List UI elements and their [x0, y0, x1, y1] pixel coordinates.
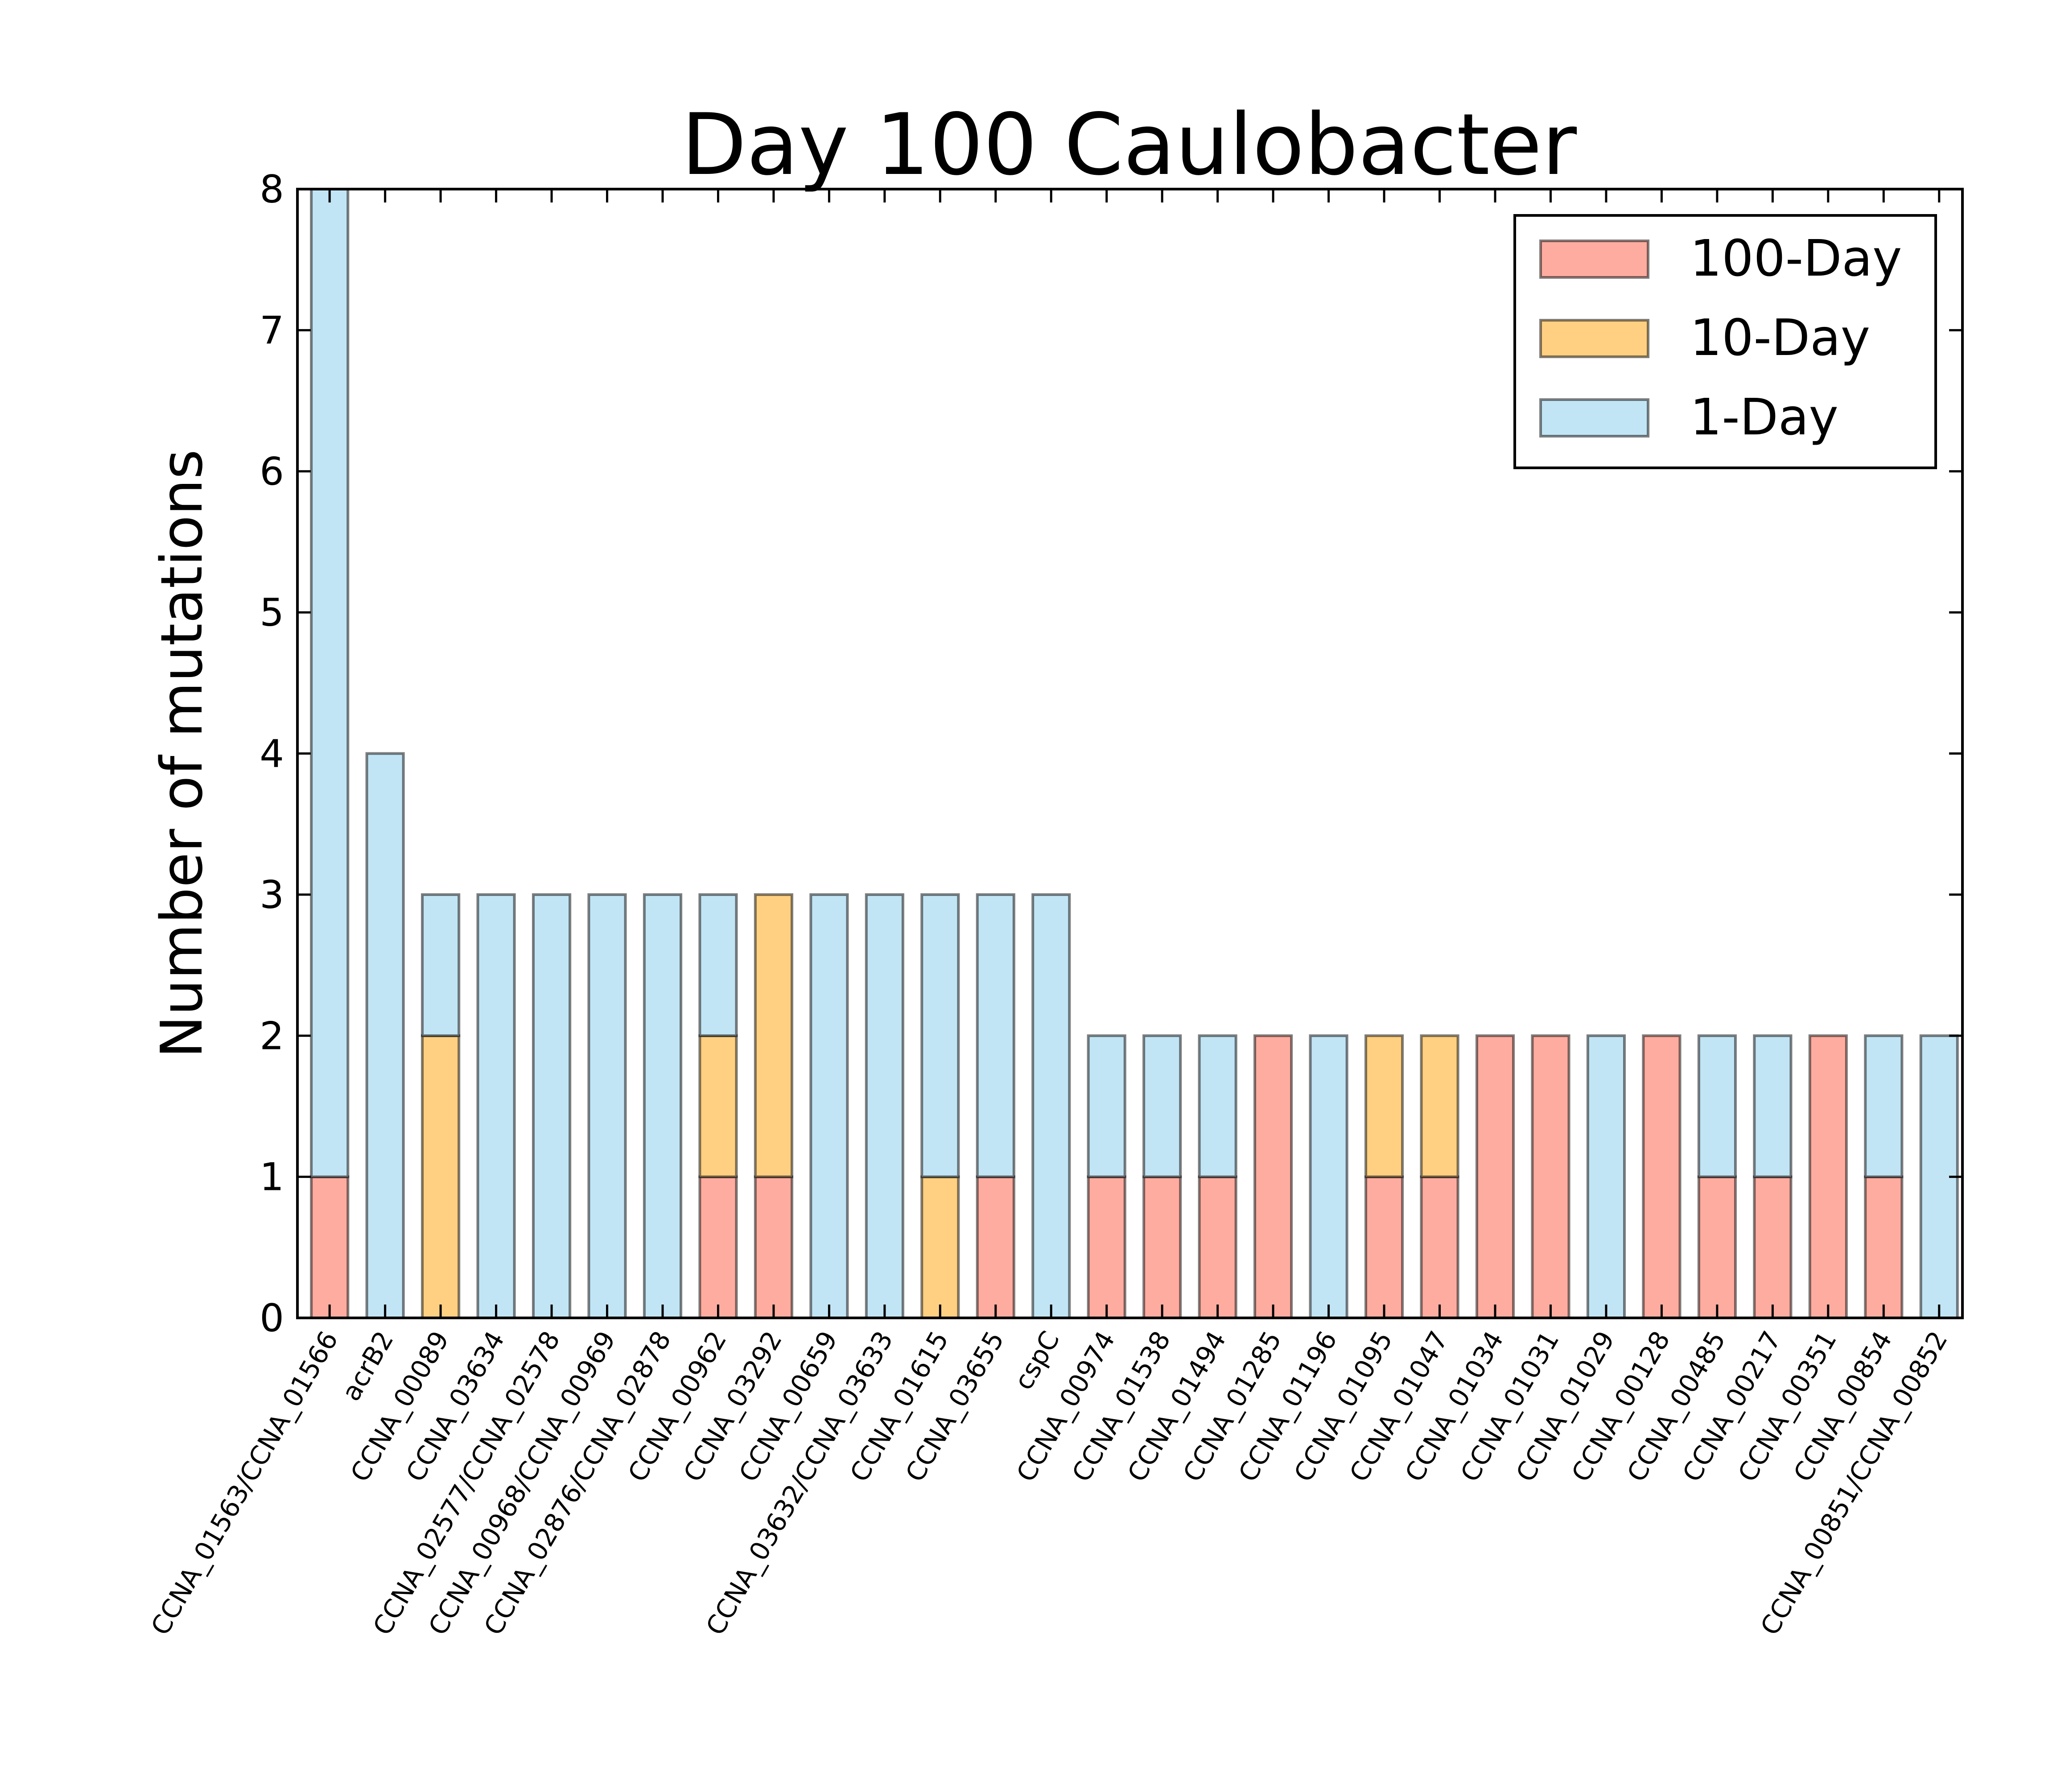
bar-1-day-0 — [310, 188, 350, 1178]
legend: 100-Day 10-Day 1-Day — [1513, 214, 1937, 469]
bar-100-day-20 — [1420, 1175, 1459, 1319]
bar-100-day-24 — [1642, 1034, 1682, 1319]
y-tick-label: 6 — [260, 450, 284, 494]
bar-1-day-18 — [1309, 1034, 1348, 1319]
bar-100-day-21 — [1475, 1034, 1515, 1319]
bar-100-day-8 — [754, 1175, 793, 1319]
legend-label: 10-Day — [1690, 309, 1870, 367]
bar-1-day-25 — [1697, 1034, 1737, 1178]
bar-1-day-26 — [1753, 1034, 1793, 1178]
legend-swatch — [1539, 319, 1649, 358]
bar-10-day-19 — [1364, 1034, 1404, 1178]
bar-100-day-16 — [1198, 1175, 1237, 1319]
plot-frame — [296, 188, 1964, 1319]
bar-100-day-28 — [1864, 1175, 1904, 1319]
y-tick-label: 4 — [260, 732, 284, 776]
bar-1-day-7 — [698, 893, 738, 1037]
legend-swatch — [1539, 239, 1649, 279]
bar-1-day-13 — [1031, 893, 1071, 1319]
bar-100-day-12 — [976, 1175, 1015, 1319]
y-tick-label: 7 — [260, 308, 284, 353]
legend-label: 1-Day — [1690, 388, 1838, 446]
bar-1-day-12 — [976, 893, 1015, 1178]
legend-swatch — [1539, 398, 1649, 438]
y-tick-label: 3 — [260, 873, 284, 917]
bar-10-day-20 — [1420, 1034, 1459, 1178]
legend-label: 100-Day — [1690, 230, 1902, 288]
bar-10-day-8 — [754, 893, 793, 1178]
bar-1-day-1 — [365, 752, 405, 1319]
y-tick-label: 2 — [260, 1014, 284, 1058]
y-tick-label: 0 — [260, 1296, 284, 1341]
bar-1-day-16 — [1198, 1034, 1237, 1178]
bar-1-day-3 — [476, 893, 516, 1319]
legend-items: 100-Day 10-Day 1-Day — [1539, 230, 1902, 446]
y-axis-label: Number of mutations — [149, 449, 215, 1058]
bars-layer — [310, 188, 1959, 1319]
bar-1-day-14 — [1087, 1034, 1126, 1178]
bar-1-day-11 — [920, 893, 960, 1178]
bar-100-day-17 — [1253, 1034, 1293, 1319]
bar-1-day-2 — [421, 893, 461, 1037]
bar-100-day-26 — [1753, 1175, 1793, 1319]
bar-1-day-23 — [1586, 1034, 1626, 1319]
bar-1-day-6 — [643, 893, 683, 1319]
bar-100-day-22 — [1531, 1034, 1570, 1319]
bar-1-day-5 — [587, 893, 627, 1319]
bar-10-day-11 — [920, 1175, 960, 1319]
bar-1-day-4 — [532, 893, 572, 1319]
bar-100-day-0 — [310, 1175, 350, 1319]
bar-1-day-9 — [809, 893, 849, 1319]
bar-10-day-2 — [421, 1034, 461, 1319]
bar-1-day-10 — [865, 893, 904, 1319]
bar-10-day-7 — [698, 1034, 738, 1178]
y-tick-label: 1 — [260, 1155, 284, 1200]
y-tick-label: 5 — [260, 590, 284, 635]
bar-100-day-25 — [1697, 1175, 1737, 1319]
bar-1-day-15 — [1142, 1034, 1182, 1178]
y-ticks: 0 1 2 3 4 5 6 7 8 — [260, 167, 1962, 1341]
y-tick-label: 8 — [260, 167, 284, 212]
bar-100-day-27 — [1808, 1034, 1848, 1319]
bar-1-day-28 — [1864, 1034, 1904, 1178]
chart-title: Day 100 Caulobacter — [681, 95, 1577, 194]
bar-100-day-19 — [1364, 1175, 1404, 1319]
bar-100-day-7 — [698, 1175, 738, 1319]
bar-100-day-15 — [1142, 1175, 1182, 1319]
bar-100-day-14 — [1087, 1175, 1126, 1319]
